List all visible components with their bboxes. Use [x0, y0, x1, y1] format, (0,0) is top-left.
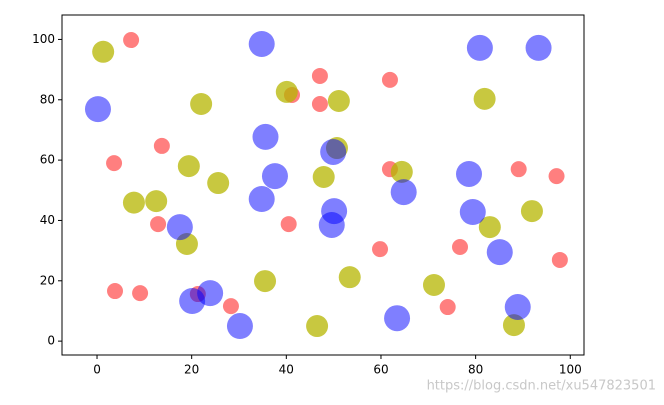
point: [473, 87, 496, 110]
point: [390, 160, 413, 183]
y-tick-label: 60: [40, 153, 55, 167]
x-tick-label: 60: [373, 363, 388, 377]
point: [177, 155, 200, 178]
point: [381, 71, 398, 88]
point: [207, 172, 230, 195]
point: [122, 191, 145, 214]
point: [275, 80, 298, 103]
point: [248, 30, 275, 57]
y-tick-label: 100: [32, 32, 55, 46]
point: [384, 305, 411, 332]
point: [338, 266, 361, 289]
point: [504, 294, 531, 321]
x-tick-label: 80: [468, 363, 483, 377]
point: [525, 34, 552, 61]
y-tick-label: 40: [40, 213, 55, 227]
watermark: https://blog.csdn.net/xu547823501: [427, 379, 656, 394]
point: [84, 96, 111, 123]
point: [306, 315, 329, 338]
y-tick-label: 0: [47, 334, 55, 348]
point: [372, 241, 389, 258]
x-tick-label: 0: [93, 363, 101, 377]
point: [166, 214, 193, 241]
point: [486, 239, 513, 266]
point: [312, 166, 335, 189]
x-tick-label: 100: [559, 363, 582, 377]
point: [478, 216, 501, 239]
y-tick-label: 20: [40, 273, 55, 287]
point: [327, 89, 350, 112]
x-tick-label: 20: [184, 363, 199, 377]
point: [254, 270, 277, 293]
point: [150, 216, 167, 233]
point: [459, 199, 486, 226]
point: [106, 155, 123, 172]
point: [92, 40, 115, 63]
point: [452, 238, 469, 255]
point: [510, 161, 527, 178]
point: [390, 179, 417, 206]
point: [311, 95, 328, 112]
point: [226, 313, 253, 340]
x-tick-label: 40: [279, 363, 294, 377]
point: [107, 283, 124, 300]
plot-frame: [61, 14, 585, 356]
point: [466, 34, 493, 61]
point: [190, 92, 213, 115]
point: [548, 168, 565, 185]
point: [261, 163, 288, 190]
point: [153, 137, 170, 154]
point: [280, 216, 297, 233]
point: [179, 287, 206, 314]
point: [252, 123, 279, 150]
point: [248, 186, 275, 213]
y-tick-label: 80: [40, 92, 55, 106]
point: [311, 67, 328, 84]
point: [455, 160, 482, 187]
point: [145, 190, 168, 213]
point: [222, 298, 239, 315]
point: [123, 32, 140, 49]
point: [520, 200, 543, 223]
point: [551, 251, 568, 268]
point: [422, 274, 445, 297]
point: [320, 138, 347, 165]
point: [132, 285, 149, 302]
point: [439, 299, 456, 316]
point: [318, 211, 345, 238]
